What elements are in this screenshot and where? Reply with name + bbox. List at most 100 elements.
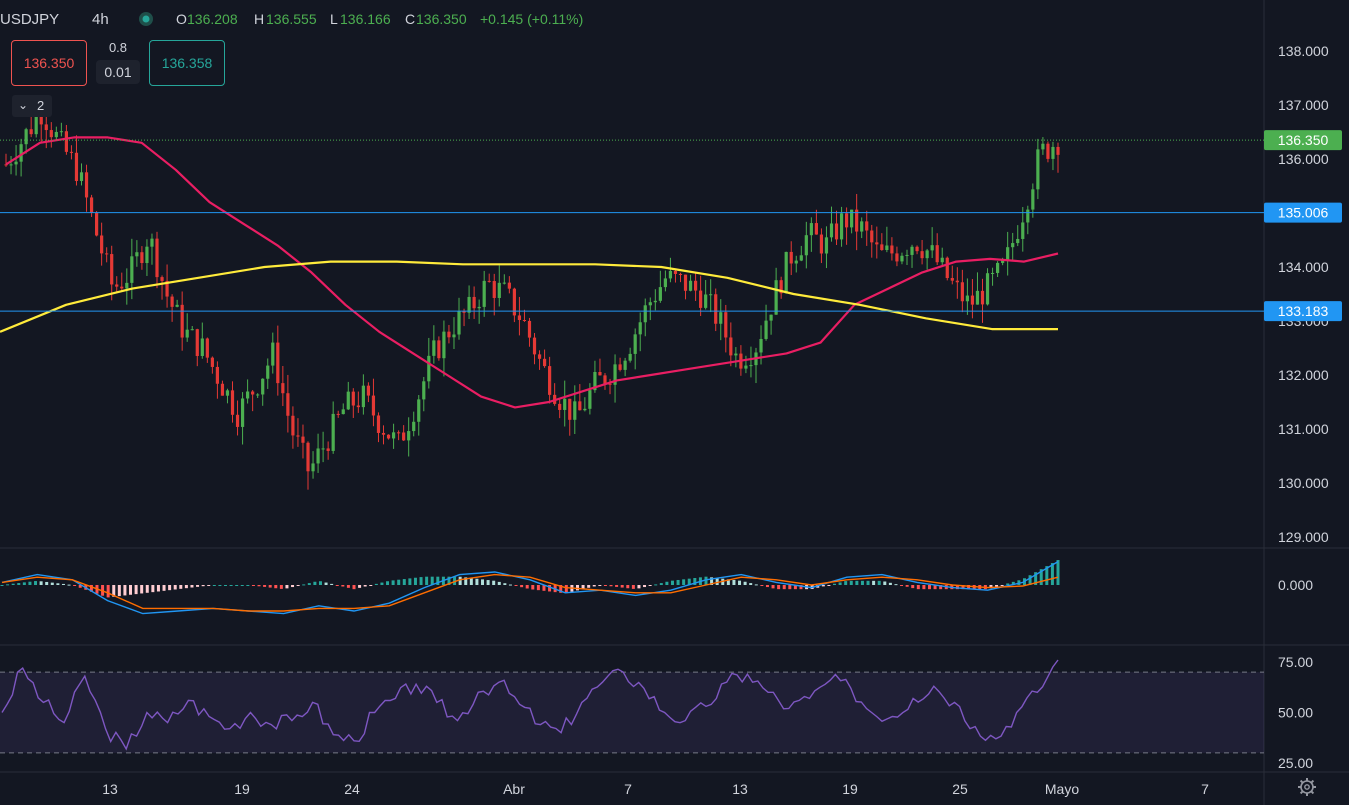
candle-body (84, 172, 89, 198)
candle-body (678, 273, 683, 275)
candle-body (985, 273, 990, 305)
open-label: O (176, 11, 187, 27)
candle-body (648, 302, 652, 306)
macd-histogram-bar (78, 585, 82, 588)
buy-button[interactable]: 136.358 (149, 40, 225, 86)
macd-histogram-bar (503, 583, 507, 585)
candle-body (900, 255, 904, 262)
candle-body (829, 223, 834, 238)
macd-histogram-bar (39, 581, 43, 585)
macd-histogram-bar (151, 585, 155, 593)
indicators-toggle[interactable]: ⌄ 2 (12, 95, 52, 117)
candle-body (699, 290, 703, 308)
symbol[interactable]: USDJPY (0, 11, 60, 28)
candle-body (683, 274, 688, 291)
candle-body (1056, 146, 1060, 155)
macd-histogram-bar (397, 579, 401, 585)
macd-histogram-bar (212, 585, 216, 586)
candle-body (145, 246, 149, 264)
macd-histogram-bar (402, 579, 406, 585)
macd-histogram-bar (581, 585, 585, 590)
candle-body (719, 312, 723, 324)
macd-histogram-bar (654, 584, 658, 586)
candle-body (885, 245, 889, 251)
candle-body (784, 251, 788, 294)
candle-body (865, 221, 869, 231)
candle-body (527, 320, 532, 338)
candle-body (235, 414, 240, 427)
macd-histogram-bar (575, 585, 579, 591)
candle-body (261, 378, 265, 395)
candle-body (603, 375, 607, 384)
candle-body (306, 442, 310, 472)
macd-histogram-bar (738, 580, 742, 585)
macd-histogram-bar (676, 579, 680, 585)
macd-histogram-bar (827, 585, 831, 586)
macd-histogram-bar (419, 577, 423, 585)
candle-body (276, 342, 280, 384)
candle-body (769, 314, 773, 321)
macd-pane (0, 560, 1060, 615)
macd-histogram-bar (821, 585, 825, 587)
macd-histogram-bar (17, 583, 21, 585)
macd-histogram-bar (430, 576, 434, 585)
candle-body (895, 253, 899, 262)
candle-body (376, 415, 381, 433)
candle-body (467, 296, 471, 313)
macd-histogram-bar (45, 581, 49, 585)
macd-histogram-bar (425, 576, 429, 585)
macd-tick-label: 0.000 (1278, 577, 1313, 593)
candle-body (397, 432, 401, 434)
candle-body (522, 319, 527, 321)
macd-histogram-bar (905, 585, 909, 587)
macd-histogram-bar (888, 582, 892, 585)
candle-body (950, 278, 954, 281)
settings-gear-icon[interactable] (1296, 776, 1318, 798)
candle-body (155, 238, 159, 278)
macd-histogram-bar (67, 584, 71, 586)
close-value: 136.350 (416, 11, 467, 27)
interval[interactable]: 4h (92, 11, 109, 28)
candle-body (160, 277, 164, 281)
candle-body (336, 413, 340, 415)
candle-body (54, 131, 58, 138)
macd-histogram-bar (129, 585, 133, 595)
macd-histogram-bar (587, 585, 591, 588)
macd-histogram-bar (179, 585, 183, 589)
candle-body (402, 432, 406, 441)
candle-body (125, 282, 129, 289)
macd-histogram-bar (279, 585, 283, 589)
macd-histogram-bar (564, 585, 568, 594)
price-tick-label: 132.000 (1278, 367, 1329, 383)
high-label: H (254, 11, 265, 27)
price-tick-label: 134.000 (1278, 259, 1329, 275)
macd-histogram-bar (235, 585, 239, 586)
rsi-tick-label: 25.00 (1278, 755, 1313, 771)
macd-histogram-bar (665, 581, 669, 585)
candle-body (598, 372, 602, 376)
macd-histogram-bar (687, 578, 691, 585)
candle-body (417, 399, 421, 422)
macd-histogram-bar (715, 578, 719, 585)
lot-size-input[interactable]: 0.01 (96, 60, 140, 84)
price-tick-label: 129.000 (1278, 529, 1329, 545)
candle-body (663, 278, 667, 288)
macd-histogram-bar (291, 585, 295, 588)
candle-body (266, 365, 270, 379)
candle-body (381, 432, 386, 435)
candle-body (940, 257, 944, 263)
macd-histogram-bar (156, 585, 160, 592)
candle-body (1051, 146, 1055, 159)
candle-body (1031, 189, 1035, 210)
candle-body (79, 172, 84, 181)
macd-histogram-bar (302, 584, 306, 586)
candle-body (573, 401, 577, 420)
macd-histogram-bar (631, 585, 635, 589)
candle-body (175, 304, 179, 307)
time-tick-label: 13 (732, 781, 748, 797)
macd-histogram-bar (145, 585, 149, 593)
macd-histogram-bar (453, 576, 457, 585)
sell-button[interactable]: 136.350 (11, 40, 87, 86)
candle-body (200, 338, 204, 357)
